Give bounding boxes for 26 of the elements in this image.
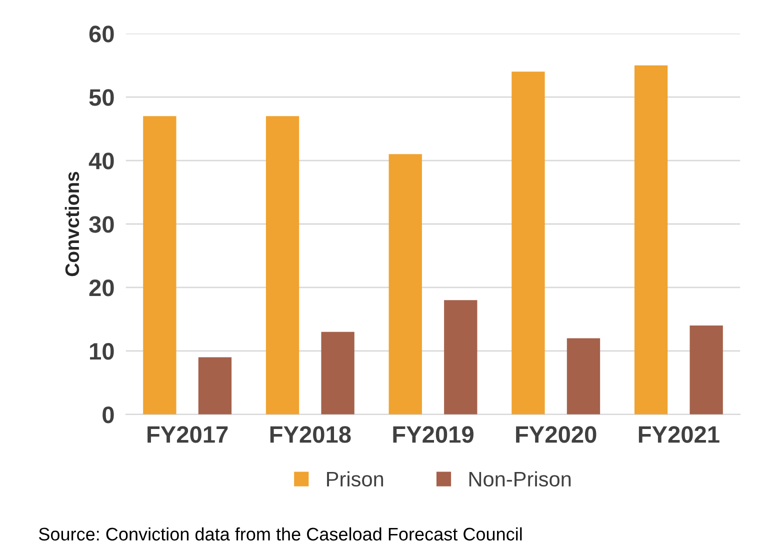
x-tick-label: FY2019 bbox=[393, 426, 474, 443]
y-tick-label: 40 bbox=[88, 152, 114, 170]
bar bbox=[198, 357, 232, 414]
bar bbox=[566, 338, 600, 414]
legend-label: Non-Prison bbox=[469, 471, 571, 487]
bar bbox=[266, 116, 300, 414]
y-tick-label: 60 bbox=[89, 26, 114, 42]
y-tick-label: 0 bbox=[102, 406, 114, 424]
bar bbox=[512, 72, 545, 414]
x-tick-label: FY2021 bbox=[638, 426, 720, 443]
y-tick-label: 10 bbox=[90, 343, 114, 360]
x-tick-label: FY2018 bbox=[270, 426, 351, 443]
y-tick-label: 20 bbox=[89, 280, 114, 296]
y-tick-label: 30 bbox=[89, 216, 114, 233]
bar bbox=[321, 332, 354, 414]
x-tick-label: FY2017 bbox=[148, 426, 228, 443]
bar bbox=[143, 116, 176, 414]
bar bbox=[690, 326, 723, 414]
bar bbox=[444, 300, 478, 414]
x-tick-label: FY2020 bbox=[516, 426, 596, 443]
y-tick-label: 50 bbox=[89, 89, 114, 106]
legend-label: Prison bbox=[327, 471, 384, 487]
bar bbox=[388, 154, 422, 414]
source-note: Source: Conviction data from the Caseload Forecast Council bbox=[38, 527, 522, 541]
y-axis-title: Convctions bbox=[64, 172, 80, 276]
bar bbox=[634, 65, 668, 414]
